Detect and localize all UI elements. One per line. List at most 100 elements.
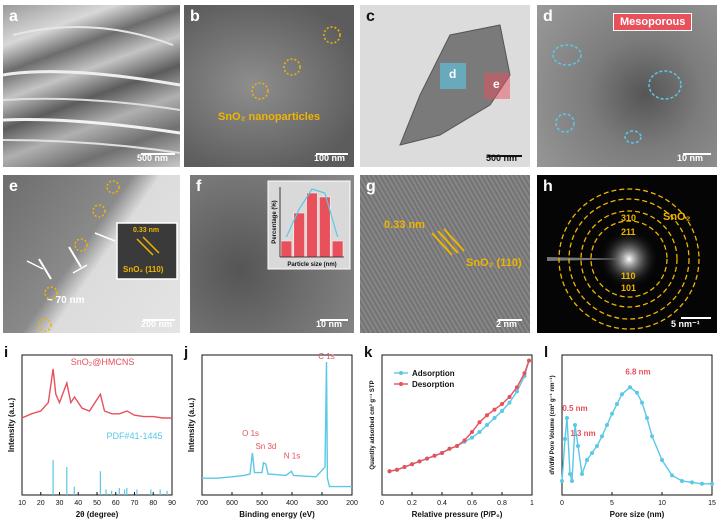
y-axis-label: Intensity (a.u.) [187,398,196,453]
x-tick-label: 0.8 [497,500,507,507]
scale-text: 10 nm [316,319,343,329]
plot-frame [381,354,533,496]
plot-frame [201,354,353,496]
data-point [477,420,482,425]
peak-label: C 1s [318,352,334,361]
data-point [585,458,589,462]
data-point [680,479,684,483]
particle-size-histogram: Particle size (nm) Percentage (%) [267,180,351,270]
data-point [417,459,422,464]
panel-label: l [544,345,548,361]
data-point [635,390,639,395]
data-point [387,469,392,474]
xrd-plot: 10 20 30 40 50 60 70 80 90 2θ (degree) Intensity (… [4,345,176,519]
data-point [492,407,497,412]
data-point [522,371,527,376]
data-point [620,392,624,397]
x-tick-label: 10 [18,500,26,507]
series-line [202,361,352,488]
y-axis-label: Intensity (a.u.) [7,398,16,453]
data-point [500,409,504,413]
x-tick-label: 400 [286,500,298,507]
legend-marker [399,371,403,375]
data-point [570,479,574,483]
scale-bar [498,319,522,321]
data-point [670,473,674,478]
mesoporous-tag: Mesoporous [613,13,693,31]
data-point [605,423,609,427]
panel-label: d [543,8,553,25]
peak-label: N 1s [284,452,300,461]
nanoparticle-annotation: SnO₂ nanoparticles [218,111,321,123]
data-point [455,444,459,448]
panel-a-sem: a 500 nm [3,5,180,167]
x-tick-label: 300 [316,500,328,507]
data-point [527,358,531,363]
data-point [515,385,519,390]
data-point [500,402,504,406]
data-point [580,472,584,476]
x-axis-label: 2θ (degree) [76,510,119,519]
scale-bar [681,317,711,319]
material-label: SnO₂ [663,211,691,223]
scale-text: 5 nm⁻¹ [671,319,700,329]
scale-bar [488,155,522,157]
x-tick-label: 15 [708,500,716,507]
panel-f-tem: Particle size (nm) Percentage (%) f 10 nm [190,175,354,333]
panel-label: a [9,8,18,25]
panel-label: k [364,345,373,361]
panel-c-tem: c d e 500 nm [360,5,530,167]
panel-label: f [196,178,202,195]
histogram-bar [306,192,318,258]
x-axis-label: Pore size (nm) [610,510,665,519]
data-point [470,435,474,440]
scale-text: 100 nm [314,153,346,163]
x-tick-label: 80 [149,500,157,507]
x-axis-label: Binding energy (eV) [239,510,315,519]
panel-h-saed: h SnO₂ 310 211 110 101 5 nm⁻¹ [537,175,717,333]
x-tick-label: 200 [346,500,358,507]
ring-110: 110 [621,271,636,281]
series-line [389,360,530,472]
data-point [395,467,399,472]
box-d-label: d [449,67,457,81]
data-point [470,430,474,434]
x-tick-label: 10 [658,500,666,507]
thickness-label: ~ 70 nm [47,295,85,306]
series-line [21,368,172,419]
x-tick-label: 600 [226,500,238,507]
x-tick-label: 700 [196,500,208,507]
data-point [425,456,429,461]
data-point [410,462,414,467]
x-axis-label: Particle size (nm) [287,262,336,268]
data-point [507,400,512,405]
data-point [477,430,482,434]
panel-label: j [183,345,188,361]
panel-e-tem: e 0.33 nm SnO₂ (110) ~ 70 nm 200 nm [3,175,180,333]
x-tick-label: 40 [74,500,82,507]
x-tick-label: 20 [37,500,45,507]
data-point [565,416,569,420]
data-point [640,400,644,405]
x-tick-label: 1 [530,500,534,507]
scale-bar [141,153,175,155]
data-point [576,444,580,448]
legend-label: Adsorption [412,369,455,378]
x-tick-label: 0.4 [437,500,447,507]
pore-size-plot: 0 5 10 15 Pore size (nm) dV/dW Pore Volume (c… [544,345,716,519]
x-tick-label: 70 [131,500,139,507]
series-label: SnO₂@HMCNS [71,357,135,367]
inset-plane: SnO₂ (110) [123,265,164,274]
panel-b-sem: b SnO₂ nanoparticles 100 nm [184,5,354,167]
data-point [440,451,444,455]
plot-frame [561,354,713,496]
x-tick-label: 90 [168,500,176,507]
scale-text: 10 nm [677,153,704,163]
scale-text: 500 nm [137,153,169,163]
histogram-bar [331,240,344,258]
data-point [402,465,407,469]
data-point [610,411,614,416]
x-tick-label: 50 [93,500,101,507]
y-axis-label: Quantity adsorbed cm³ g⁻¹ STP [369,380,376,469]
x-tick-label: 0 [560,500,564,507]
